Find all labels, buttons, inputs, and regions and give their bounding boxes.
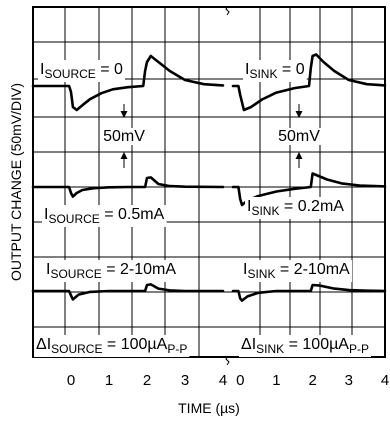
source-trace-label-2-prefix: I bbox=[46, 261, 50, 278]
source-trace-0 bbox=[31, 54, 225, 112]
source-bottom-label-suffix: = 100µA bbox=[102, 336, 167, 353]
sink-bottom-label-subscript2: P-P bbox=[349, 342, 369, 356]
x-tick-right-4: 4 bbox=[381, 372, 389, 389]
left-scale-arrow-up-head bbox=[120, 152, 128, 159]
source-trace-label-bg-0 bbox=[38, 60, 126, 82]
left-scale-label-bg bbox=[101, 128, 148, 145]
source-bottom-label-prefix: ΔI bbox=[36, 336, 51, 353]
x-axis-label: TIME (µs) bbox=[178, 400, 240, 416]
source-bottom-label-subscript2: P-P bbox=[167, 342, 187, 356]
sink-trace-label-2-suffix: = 2-10mA bbox=[275, 261, 350, 278]
source-bottom-label-bg bbox=[34, 335, 190, 357]
sink-trace-2 bbox=[231, 283, 387, 302]
sink-bottom-label-bg bbox=[239, 335, 371, 357]
source-trace-label-1: ISOURCE = 0.5mA bbox=[44, 206, 165, 226]
sink-trace-label-0-prefix: I bbox=[245, 61, 249, 78]
source-trace-label-2-suffix: = 2-10mA bbox=[102, 261, 177, 278]
source-bottom-label: ΔISOURCE = 100µAP-P bbox=[36, 336, 187, 356]
right-scale-arrow-down-head bbox=[295, 111, 303, 118]
right-scale-arrow-up-head bbox=[295, 152, 303, 159]
sink-bottom-label: ΔISINK = 100µAP-P bbox=[241, 336, 369, 356]
source-trace-label-2: ISOURCE = 2-10mA bbox=[46, 261, 176, 281]
x-tick-right-0: 0 bbox=[236, 372, 244, 389]
sink-trace-label-0-suffix: = 0 bbox=[277, 61, 304, 78]
sink-trace-label-bg-0 bbox=[243, 60, 307, 82]
right-scale-label-bg bbox=[276, 128, 323, 145]
source-trace-label-1-prefix: I bbox=[44, 206, 48, 223]
left-scale-label: 50mV bbox=[103, 128, 145, 145]
right-scale-label: 50mV bbox=[278, 128, 320, 145]
source-trace-label-0-suffix: = 0 bbox=[96, 61, 123, 78]
source-trace-label-0-subscript: SOURCE bbox=[44, 67, 95, 81]
sink-trace-0 bbox=[231, 53, 387, 112]
source-trace-label-1-suffix: = 0.5mA bbox=[100, 206, 165, 223]
sink-trace-label-0-subscript: SINK bbox=[249, 67, 277, 81]
sink-trace-label-1-suffix: = 0.2mA bbox=[279, 198, 344, 215]
x-tick-left-1: 1 bbox=[105, 372, 113, 389]
sink-trace-label-0: ISINK = 0 bbox=[245, 61, 305, 81]
sink-trace-label-bg-2 bbox=[241, 260, 353, 282]
source-trace-2 bbox=[31, 283, 225, 301]
source-trace-label-1-subscript: SOURCE bbox=[48, 212, 99, 226]
sink-bottom-label-prefix: ΔI bbox=[241, 336, 256, 353]
sink-trace-label-2-subscript: SINK bbox=[247, 267, 275, 281]
left-scale-arrow-down-head bbox=[120, 111, 128, 118]
sink-trace-1 bbox=[231, 172, 387, 207]
source-trace-label-bg-1 bbox=[42, 205, 167, 227]
sink-trace-label-1-subscript: SINK bbox=[251, 204, 279, 218]
sink-trace-label-1-prefix: I bbox=[247, 198, 251, 215]
sink-trace-label-2-prefix: I bbox=[243, 261, 247, 278]
plot-frame bbox=[32, 6, 386, 358]
x-tick-right-3: 3 bbox=[345, 372, 353, 389]
x-tick-right-2: 2 bbox=[308, 372, 316, 389]
source-trace-1 bbox=[31, 176, 225, 198]
x-tick-left-4: 4 bbox=[219, 372, 227, 389]
x-tick-left-2: 2 bbox=[143, 372, 151, 389]
x-tick-left-0: 0 bbox=[67, 372, 75, 389]
x-tick-left-3: 3 bbox=[181, 372, 189, 389]
sink-trace-label-1: ISINK = 0.2mA bbox=[247, 198, 344, 218]
source-trace-label-0-prefix: I bbox=[40, 61, 44, 78]
source-trace-label-bg-2 bbox=[44, 260, 179, 282]
sink-trace-label-bg-1 bbox=[245, 197, 347, 219]
y-axis-label: OUTPUT CHANGE (50mV/DIV) bbox=[8, 83, 24, 281]
sink-trace-label-2: ISINK = 2-10mA bbox=[243, 261, 350, 281]
sink-bottom-label-suffix: = 100µA bbox=[284, 336, 349, 353]
source-trace-label-0: ISOURCE = 0 bbox=[40, 61, 123, 81]
x-tick-right-1: 1 bbox=[272, 372, 280, 389]
sink-bottom-label-subscript: SINK bbox=[256, 342, 284, 356]
source-bottom-label-subscript: SOURCE bbox=[51, 342, 102, 356]
source-trace-label-2-subscript: SOURCE bbox=[50, 267, 101, 281]
